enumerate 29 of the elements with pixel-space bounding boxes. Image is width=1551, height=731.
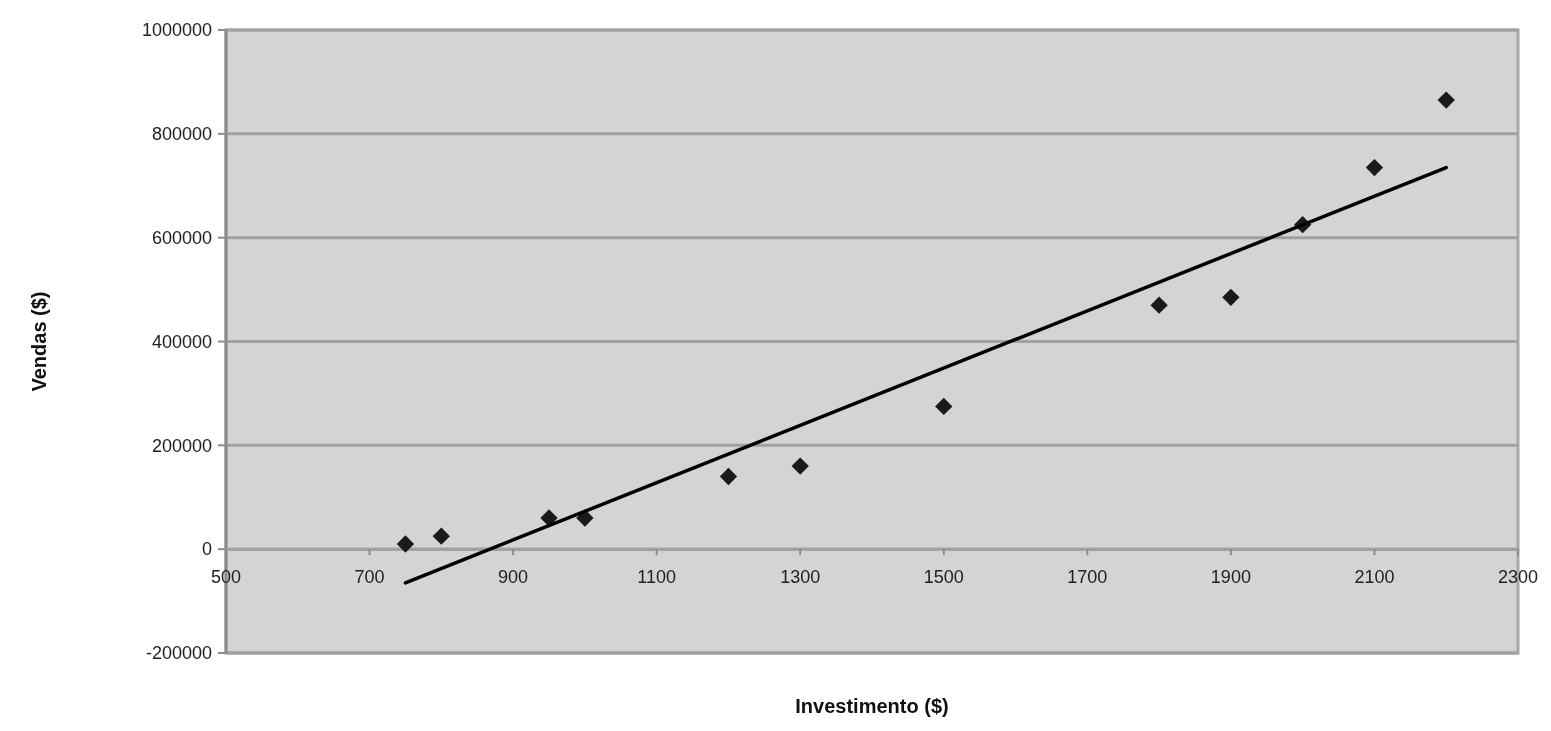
x-tick-label: 1100: [637, 567, 677, 588]
x-axis-title: Investimento ($): [795, 695, 949, 717]
point: [1365, 158, 1384, 177]
x-tick-label: 500: [210, 567, 242, 588]
point: [540, 509, 558, 527]
x-tick-label: 900: [498, 567, 529, 588]
x-tick-label: 700: [354, 567, 385, 588]
x-tick-label: 1900: [1210, 567, 1251, 588]
x-tick-label: 2300: [1497, 567, 1539, 588]
point: [432, 527, 450, 545]
point: [935, 397, 953, 416]
point: [1222, 288, 1240, 307]
point: [396, 535, 415, 553]
y-tick-label: 600000: [151, 227, 212, 248]
point: [1150, 296, 1168, 314]
y-tick-label: 200000: [151, 435, 212, 456]
y-tick-label: -200000: [145, 643, 212, 664]
x-tick-label: 1300: [780, 567, 821, 588]
point: [791, 457, 809, 475]
y-tick-label: 1000000: [141, 20, 212, 41]
x-tick-label: 1500: [923, 567, 964, 588]
y-tick-label: 800000: [151, 124, 212, 145]
y-tick-label: 400000: [151, 331, 212, 352]
x-tick-label: 1700: [1067, 567, 1108, 588]
point: [719, 467, 738, 486]
y-tick-label: 0: [201, 539, 212, 560]
point: [1437, 91, 1455, 109]
x-tick-label: 2100: [1354, 567, 1395, 588]
y-axis-title: Vendas ($): [28, 291, 50, 392]
